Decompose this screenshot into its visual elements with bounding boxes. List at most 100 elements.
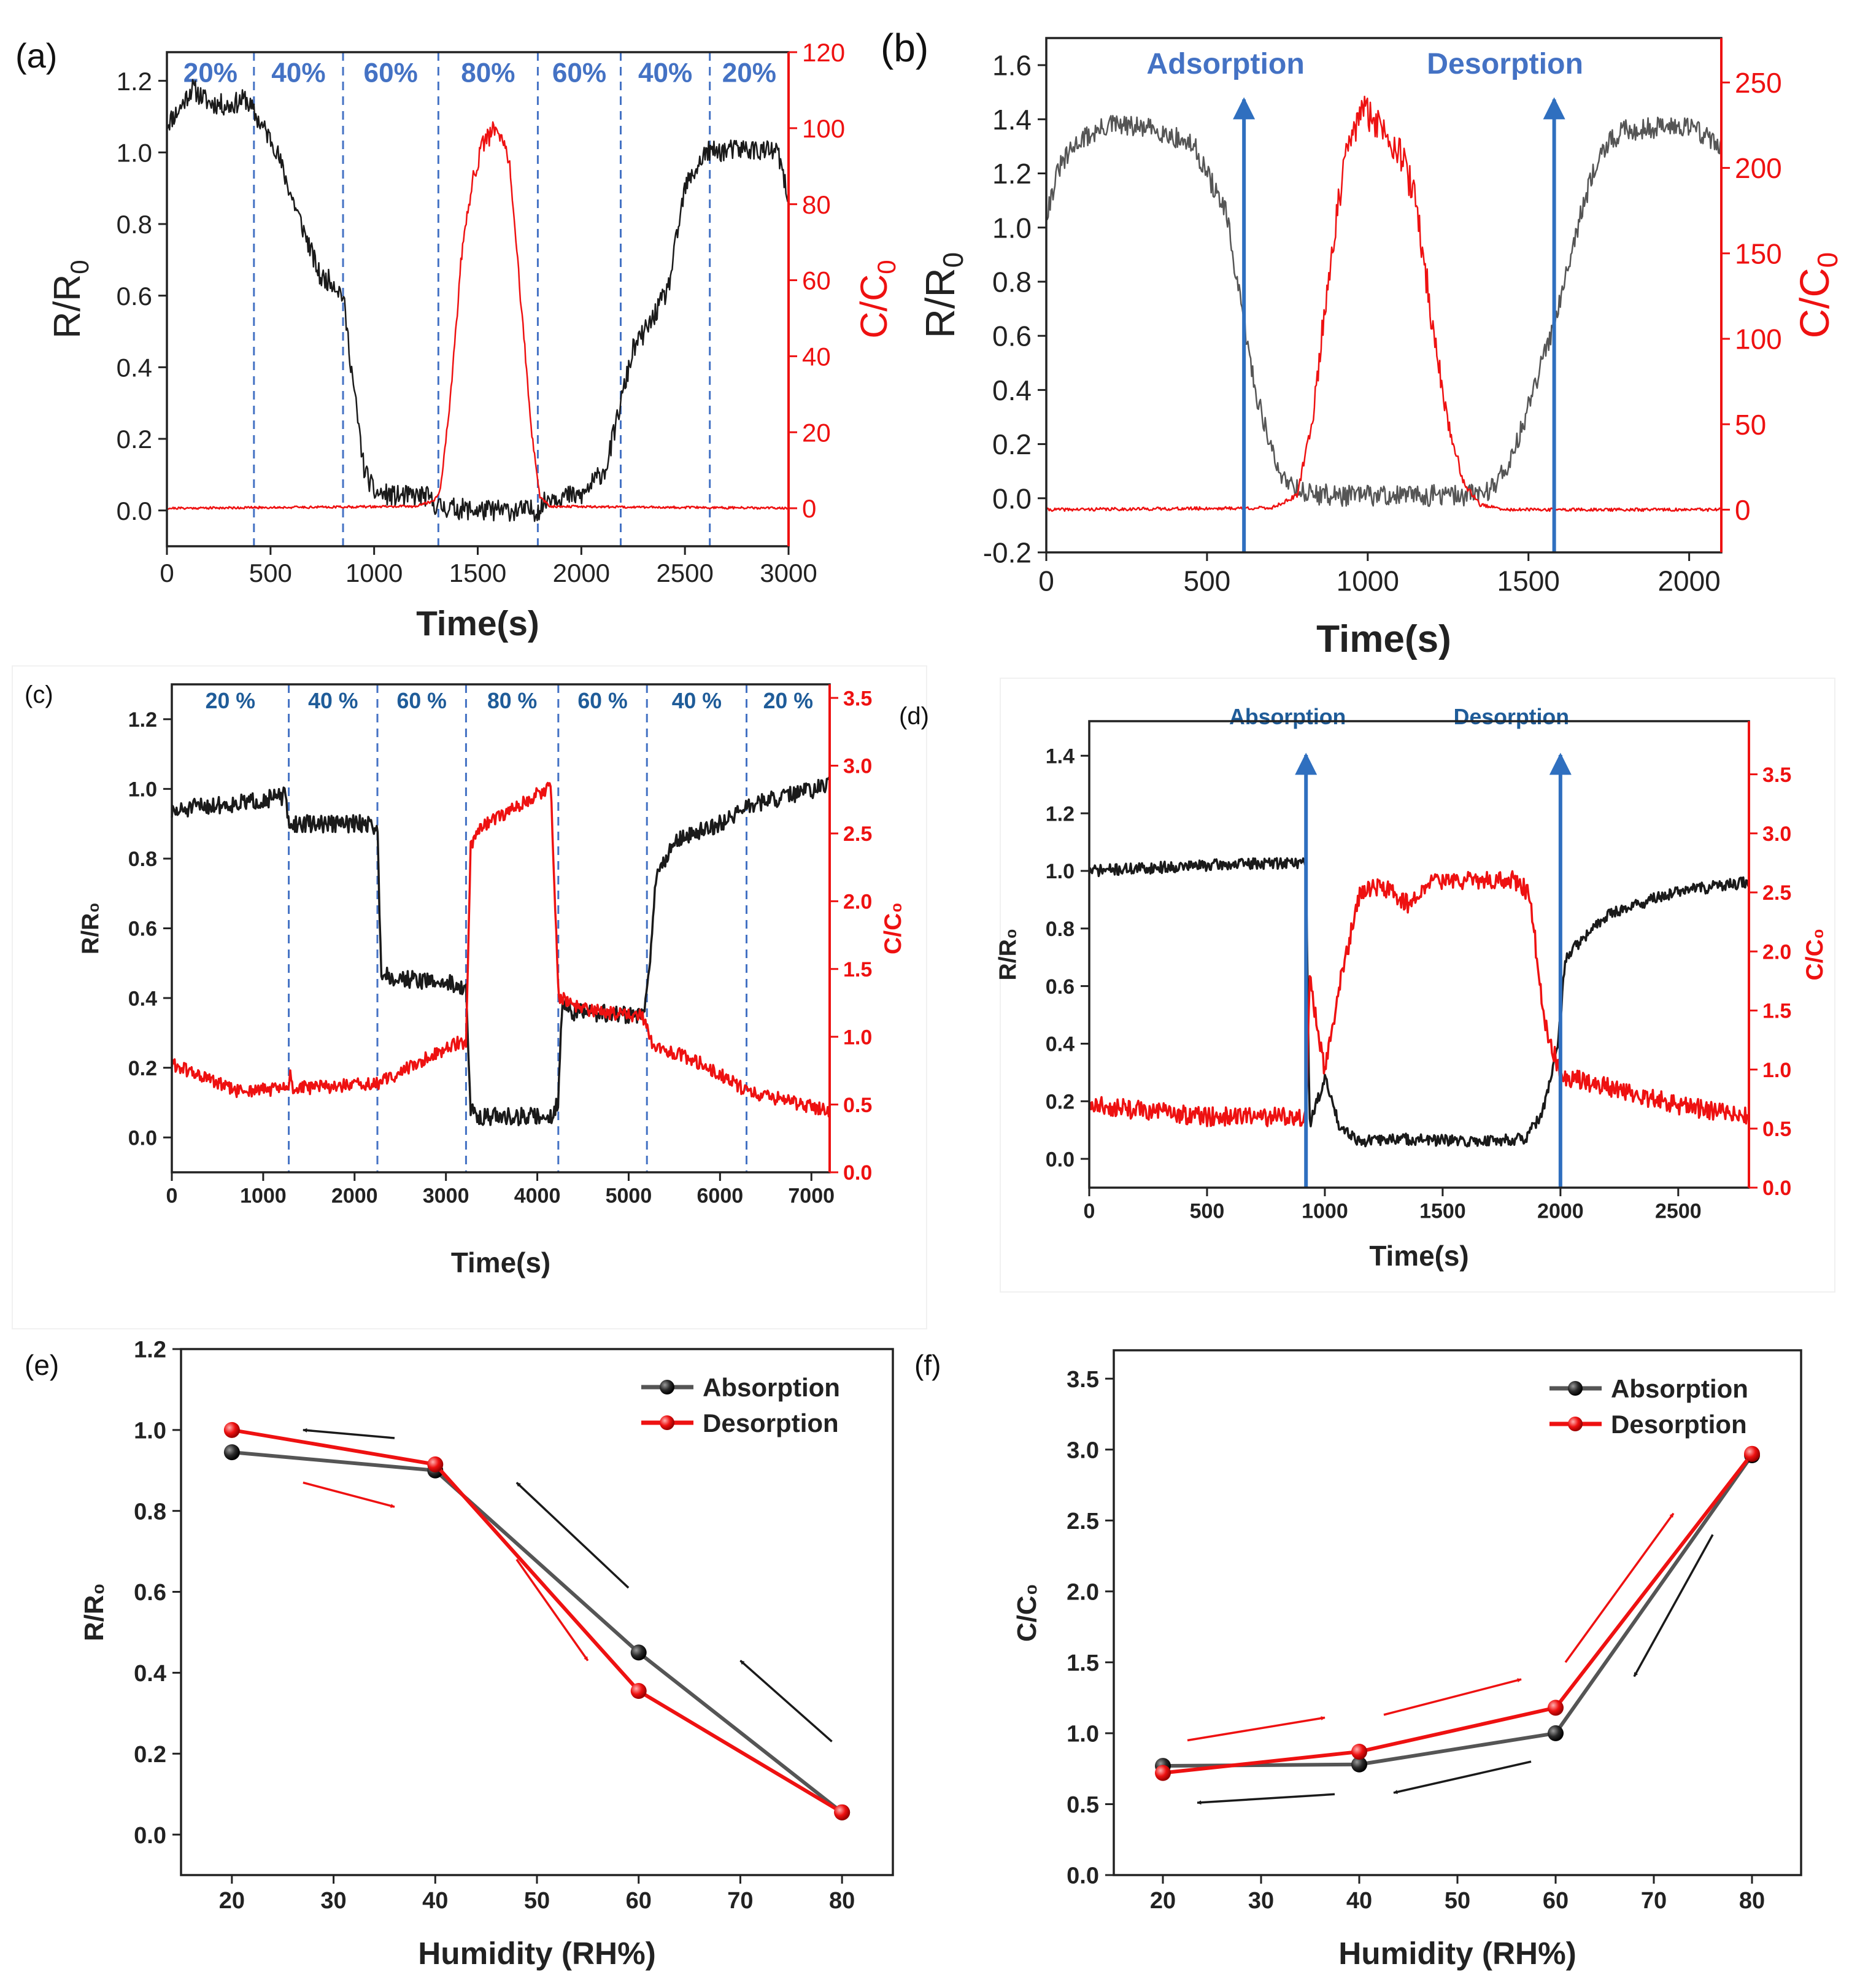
- y2-tick-label: 3.0: [843, 755, 872, 778]
- x-tick-label: 80: [1739, 1888, 1765, 1914]
- data-point-desorption: [1744, 1445, 1760, 1462]
- y-tick-label: 1.2: [134, 1337, 166, 1363]
- y-tick-label: 0.0: [1046, 1148, 1075, 1171]
- y2-tick-label: 0.0: [843, 1161, 872, 1185]
- y-axis-label: R/R₀: [77, 902, 104, 954]
- y-tick-label: 1.4: [992, 104, 1032, 136]
- x-tick-label: 50: [524, 1888, 550, 1914]
- event-label: Desorption: [1427, 47, 1583, 80]
- y2-tick-label: 150: [1735, 238, 1782, 269]
- region-label: 60 %: [577, 689, 627, 713]
- legend-marker: [660, 1415, 674, 1430]
- series-line-c-c0: [166, 121, 789, 510]
- x-tick-label: 500: [249, 559, 292, 587]
- trend-arrow: [515, 1558, 589, 1661]
- region-label: 60 %: [397, 689, 447, 713]
- y2-tick-label: 3.0: [1762, 822, 1791, 846]
- panel-f: (f) Absorption Desorption 20 30 40 50 60 70 80 0.0…: [914, 1349, 1802, 1971]
- x-axis-label: Time(s): [416, 605, 539, 643]
- x-tick-label: 1500: [1419, 1200, 1466, 1223]
- y2-tick-label: 60: [802, 266, 831, 295]
- panel-a: (a) 20% 40% 60% 80% 60% 40% 20%0 500 1000 1500 2000…: [15, 36, 901, 643]
- trend-arrow: [1633, 1534, 1714, 1677]
- y2-tick-label: 1.5: [843, 958, 872, 981]
- x-tick-label: 2000: [1537, 1200, 1584, 1223]
- plot-frame: [1045, 37, 1723, 554]
- trend-arrow: [1564, 1512, 1675, 1663]
- y2-tick-label: 120: [802, 38, 845, 67]
- legend-marker: [1568, 1417, 1583, 1431]
- y-tick-label: 0.2: [128, 1057, 157, 1080]
- y2-tick-label: 0: [802, 494, 816, 523]
- legend-entry: Desorption: [703, 1409, 839, 1437]
- x-tick-label: 70: [727, 1888, 753, 1914]
- y-tick-label: 1.2: [117, 67, 152, 96]
- y-tick-label: 0.2: [1046, 1090, 1075, 1113]
- region-label: 80 %: [487, 689, 537, 713]
- region-label: 80%: [461, 58, 515, 88]
- x-tick-label: 2000: [553, 559, 610, 587]
- y-tick-label: 0.0: [128, 1126, 157, 1150]
- y2-tick-label: 3.5: [843, 687, 872, 710]
- legend-marker: [660, 1380, 674, 1394]
- y-tick-label: 0.6: [134, 1580, 166, 1606]
- panel-label: (a): [15, 36, 57, 75]
- y-tick-label: 3.0: [1067, 1437, 1099, 1463]
- region-label: 20 %: [763, 689, 813, 713]
- y-tick-label: 0.2: [992, 428, 1032, 460]
- region-label: 20 %: [206, 689, 255, 713]
- event-label: Absorption: [1229, 705, 1346, 729]
- data-point-absorption: [630, 1644, 647, 1661]
- trend-arrow: [1187, 1716, 1326, 1742]
- y-tick-label: 1.0: [992, 212, 1032, 244]
- panel-label: (e): [25, 1349, 59, 1381]
- y2-tick-label: 1.0: [843, 1026, 872, 1049]
- x-axis-label: Time(s): [451, 1247, 550, 1278]
- series-line-c-c0: [171, 781, 831, 1118]
- y-axis-label-sub: 0: [937, 252, 969, 268]
- region-label: 60%: [552, 58, 606, 88]
- y2-axis-label: C/C₀: [880, 902, 906, 954]
- series-line-c-c0: [1088, 870, 1750, 1127]
- y2-axis-label: C/C₀: [1802, 929, 1828, 981]
- x-tick-label: 2500: [1655, 1200, 1702, 1223]
- x-tick-label: 1000: [240, 1185, 287, 1208]
- x-tick-label: 1000: [1337, 565, 1399, 597]
- x-tick-label: 1000: [1302, 1200, 1348, 1223]
- y-tick-label: 0.8: [117, 210, 152, 239]
- series-line-r-r0: [166, 79, 790, 522]
- y2-tick-label: 2.5: [1762, 881, 1791, 905]
- x-axis-label: Humidity (RH%): [418, 1936, 656, 1971]
- event-label: Desorption: [1454, 705, 1569, 729]
- region-label: 40%: [271, 58, 325, 88]
- series-line-c-c0: [1045, 95, 1722, 512]
- y2-tick-label: 40: [802, 342, 831, 371]
- y2-axis-label-sub: 0: [872, 260, 901, 274]
- y-axis-label-sub: 0: [65, 260, 94, 274]
- y2-axis-label: C/C0: [1792, 252, 1843, 338]
- y-tick-label: 0.8: [1046, 918, 1075, 941]
- series-line-desorption: [1162, 1452, 1754, 1775]
- y-tick-label: 1.0: [134, 1418, 166, 1444]
- event-label: Adsorption: [1146, 47, 1305, 80]
- x-tick-label: 500: [1184, 565, 1231, 597]
- y-tick-label: 1.0: [1046, 860, 1075, 883]
- legend-entry: Absorption: [1611, 1374, 1748, 1403]
- panel-label: (d): [899, 703, 929, 730]
- trend-arrow: [515, 1482, 630, 1589]
- data-point-desorption: [223, 1421, 240, 1438]
- region-label: 20%: [722, 58, 776, 88]
- legend-entry: Desorption: [1611, 1410, 1747, 1439]
- panel-label: (c): [25, 681, 53, 708]
- x-tick-label: 3000: [760, 559, 817, 587]
- x-tick-label: 40: [1346, 1888, 1372, 1914]
- x-tick-label: 50: [1445, 1888, 1470, 1914]
- y2-tick-label: 80: [802, 190, 831, 219]
- x-tick-label: 30: [1248, 1888, 1274, 1914]
- data-point-desorption: [1351, 1743, 1367, 1760]
- x-tick-label: 2000: [331, 1185, 378, 1208]
- region-label: 40 %: [308, 689, 358, 713]
- series-line-absorption: [1162, 1454, 1754, 1768]
- region-label: 40%: [638, 58, 692, 88]
- x-tick-label: 6000: [697, 1185, 744, 1208]
